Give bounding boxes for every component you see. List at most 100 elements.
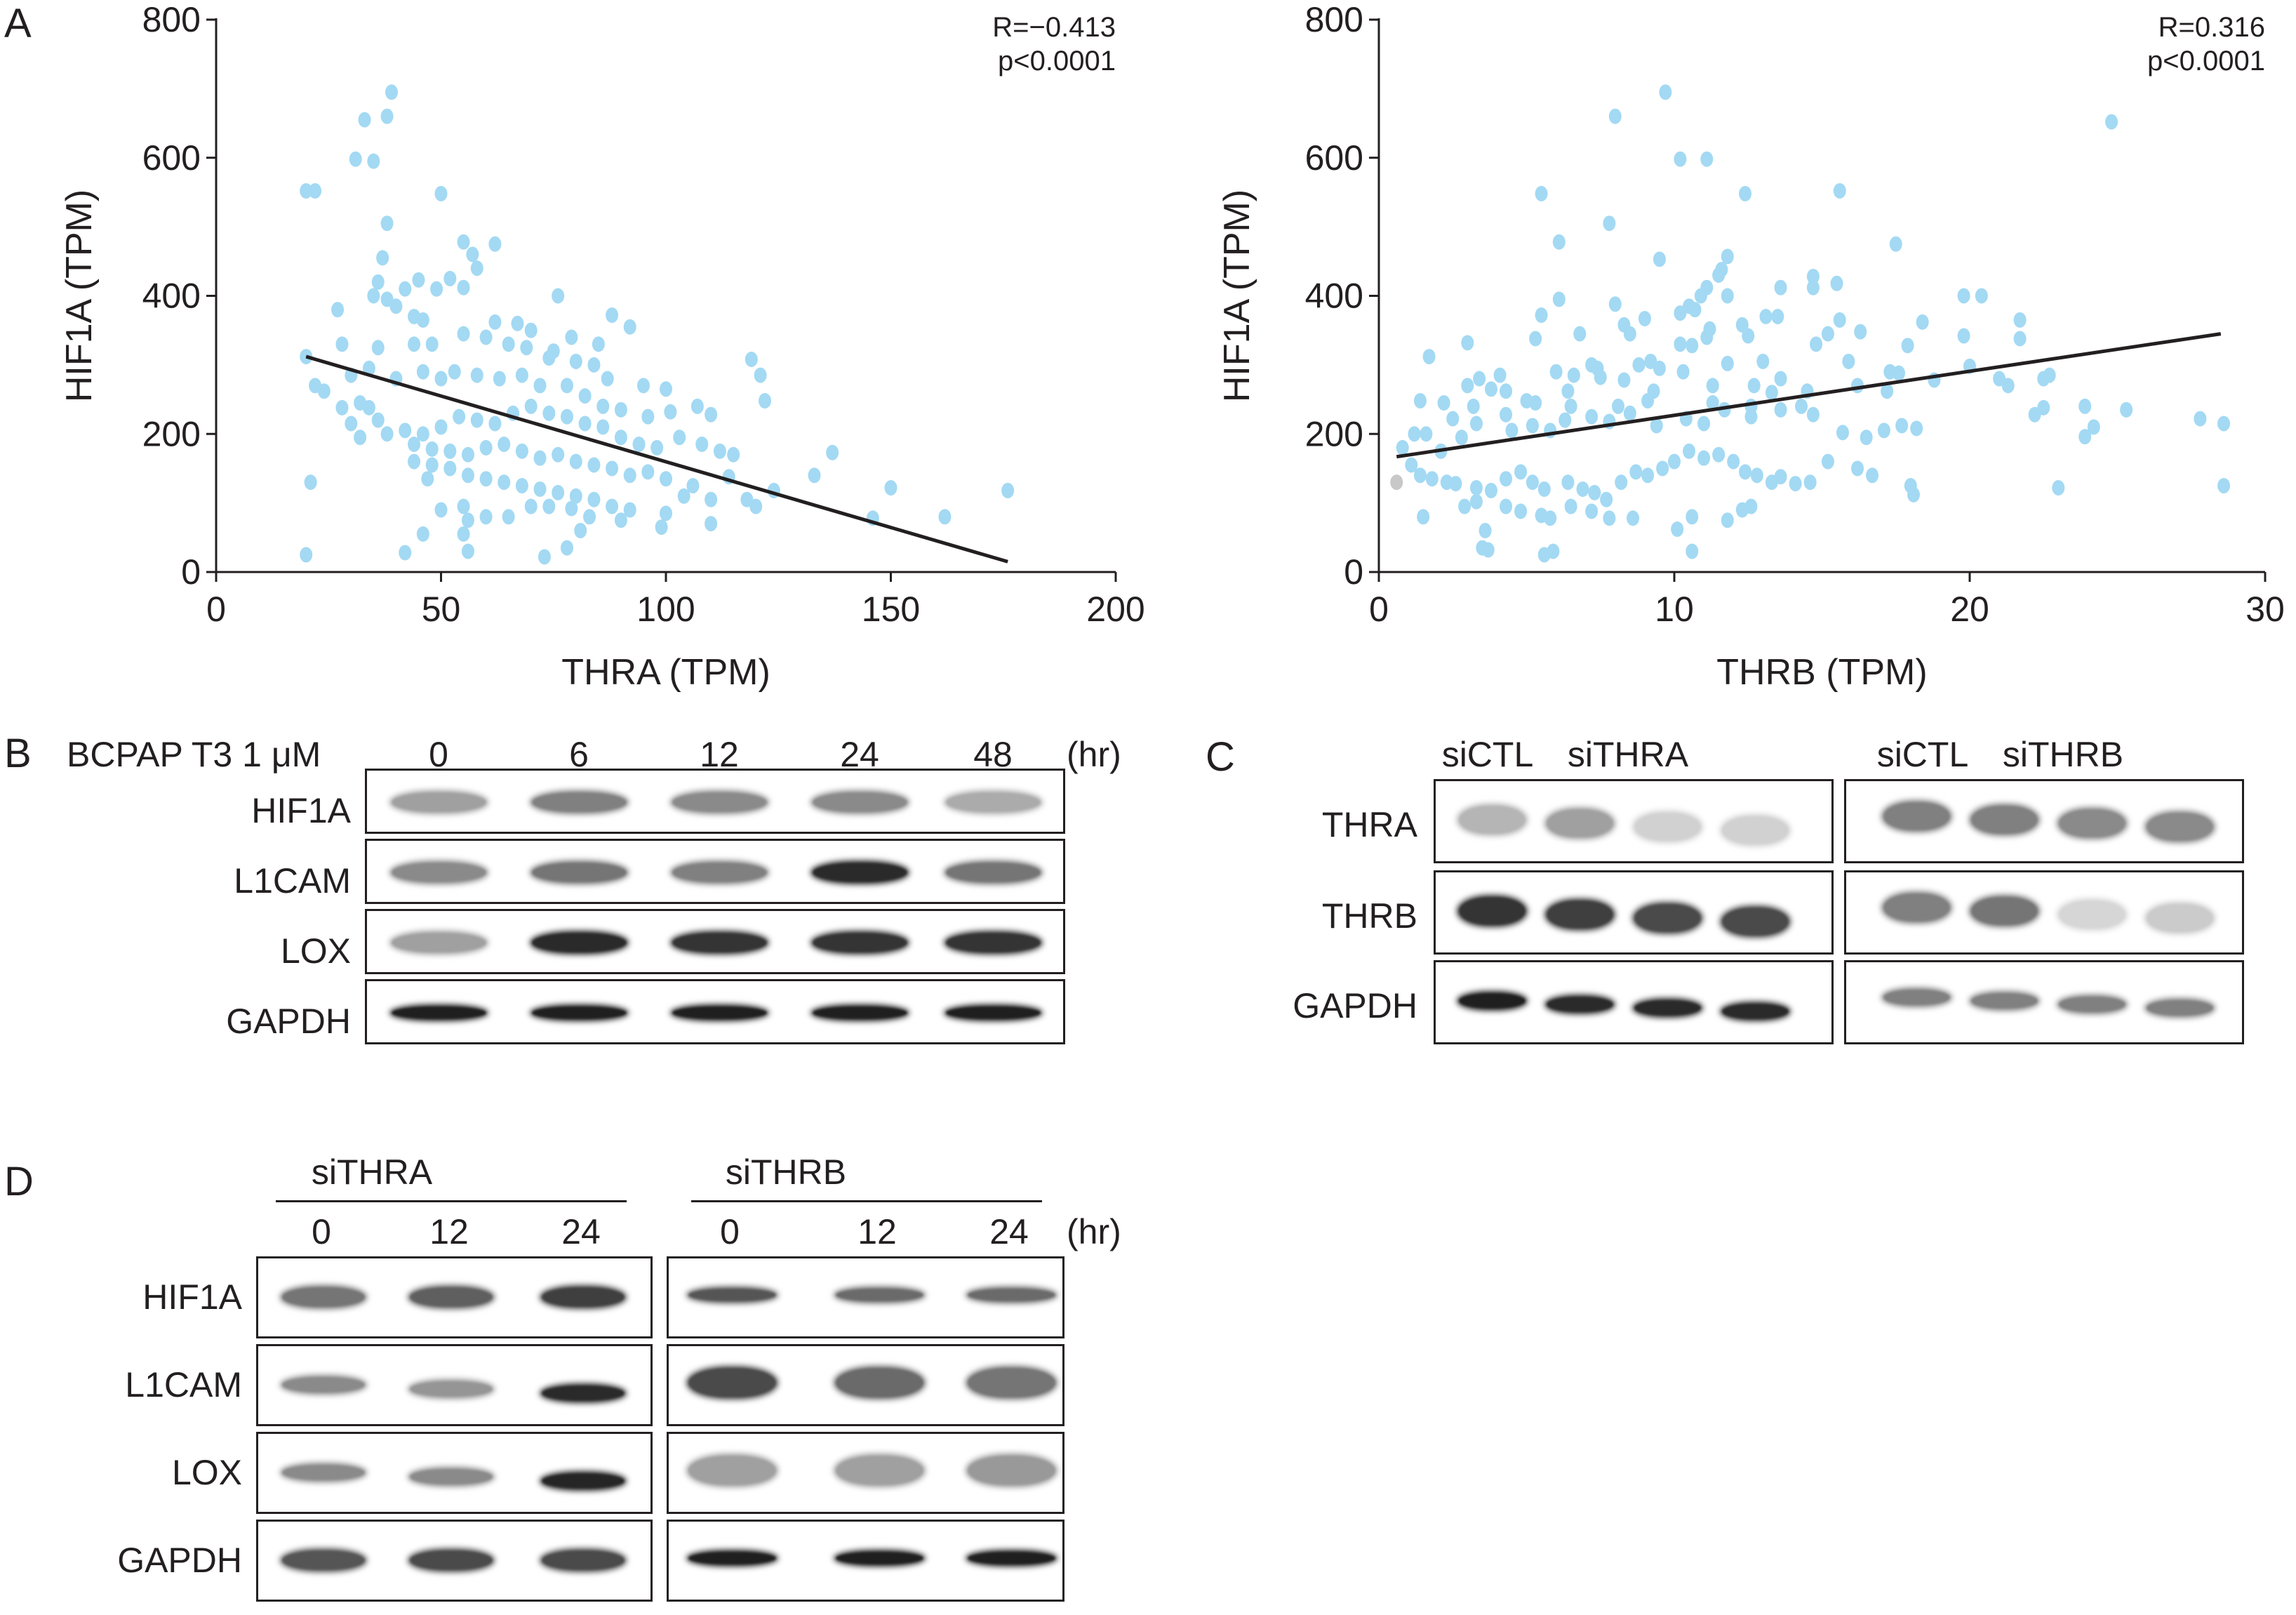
data-point xyxy=(1567,367,1580,383)
data-point xyxy=(479,509,493,525)
data-point xyxy=(498,474,511,491)
blot-row-label: THRB xyxy=(1321,896,1417,936)
data-point xyxy=(1600,491,1613,507)
data-point xyxy=(1895,418,1909,434)
data-point xyxy=(524,398,538,414)
data-point xyxy=(1001,482,1015,498)
data-point xyxy=(560,540,573,556)
regression-line xyxy=(1396,332,2222,459)
data-point xyxy=(399,423,412,439)
data-point xyxy=(461,512,474,529)
blot-band xyxy=(812,863,907,882)
data-point xyxy=(515,367,528,383)
data-point xyxy=(2043,367,2056,383)
data-point xyxy=(358,112,371,128)
data-point xyxy=(1469,493,1483,510)
data-point xyxy=(1405,457,1418,473)
data-point xyxy=(614,430,627,446)
y-tick-label: 600 xyxy=(1305,138,1363,178)
data-point xyxy=(1413,393,1427,409)
data-point xyxy=(1594,369,1607,385)
blot-band xyxy=(282,1287,365,1307)
treatment-label: BCPAP T3 1 μM xyxy=(67,735,321,774)
blot-band xyxy=(812,933,907,952)
data-point xyxy=(520,340,533,356)
data-point xyxy=(623,502,636,518)
data-point xyxy=(565,329,578,345)
data-point xyxy=(1623,405,1636,421)
data-point xyxy=(1585,503,1598,519)
data-point xyxy=(385,84,398,100)
blot-panel-left xyxy=(256,1344,653,1426)
data-point xyxy=(408,336,421,352)
data-point xyxy=(587,491,601,507)
data-point xyxy=(1559,412,1572,428)
data-point xyxy=(587,357,601,373)
data-point xyxy=(587,457,601,473)
blot-band xyxy=(1634,1000,1701,1016)
data-point xyxy=(1500,383,1513,399)
data-point xyxy=(309,182,322,199)
blot-band xyxy=(688,1552,776,1564)
data-point xyxy=(1608,108,1622,124)
data-point xyxy=(362,360,375,376)
data-point xyxy=(1650,418,1663,434)
blot-band xyxy=(1883,893,1950,922)
data-point-gray xyxy=(1390,474,1403,491)
data-point xyxy=(1916,314,1929,330)
data-point xyxy=(1771,309,1784,325)
data-points xyxy=(1390,84,2231,563)
data-point xyxy=(1479,522,1492,538)
data-point xyxy=(488,314,502,330)
data-point xyxy=(1413,467,1427,484)
blot-band xyxy=(2058,809,2125,837)
data-point xyxy=(434,419,448,435)
blot-band xyxy=(1634,904,1701,932)
group-underline xyxy=(276,1200,627,1202)
data-point xyxy=(430,281,443,297)
y-tick-label: 400 xyxy=(1305,277,1363,316)
data-point xyxy=(2001,378,2015,394)
data-point xyxy=(1552,291,1566,307)
data-point xyxy=(2120,401,2133,418)
data-point xyxy=(2087,419,2100,435)
blot-panel xyxy=(365,839,1065,904)
data-point xyxy=(1500,406,1513,423)
data-point xyxy=(533,378,547,394)
blot-band xyxy=(945,863,1041,882)
data-point xyxy=(1706,394,1719,411)
data-point xyxy=(1535,185,1548,201)
data-point xyxy=(1697,450,1711,466)
data-point xyxy=(371,412,385,428)
data-point xyxy=(502,509,515,525)
x-tick-label: 200 xyxy=(1086,590,1144,629)
data-point xyxy=(1537,481,1551,497)
data-point xyxy=(1683,443,1696,459)
data-point xyxy=(1671,521,1684,538)
data-point xyxy=(389,298,403,314)
data-point xyxy=(552,288,565,304)
timepoint-label: 24 xyxy=(989,1212,1029,1251)
data-point xyxy=(1612,398,1625,414)
data-point xyxy=(1585,408,1598,425)
data-point xyxy=(636,378,650,394)
data-point xyxy=(1484,482,1497,498)
data-point xyxy=(660,381,672,397)
data-point xyxy=(1975,288,1988,304)
data-point xyxy=(641,464,655,480)
data-point xyxy=(1957,288,1970,304)
blot-band xyxy=(967,1368,1055,1397)
data-point xyxy=(354,430,367,446)
data-point xyxy=(1774,401,1787,418)
data-point xyxy=(479,439,493,456)
data-point xyxy=(583,509,596,525)
data-point xyxy=(1803,474,1817,491)
blot-panel xyxy=(365,769,1065,834)
group-header-sictl: siCTL xyxy=(1441,735,1534,774)
blot-band xyxy=(391,933,486,952)
data-point xyxy=(1549,364,1563,380)
data-point xyxy=(1505,423,1519,439)
data-point xyxy=(1789,476,1802,492)
data-point xyxy=(1821,453,1834,470)
data-point xyxy=(1735,317,1749,333)
